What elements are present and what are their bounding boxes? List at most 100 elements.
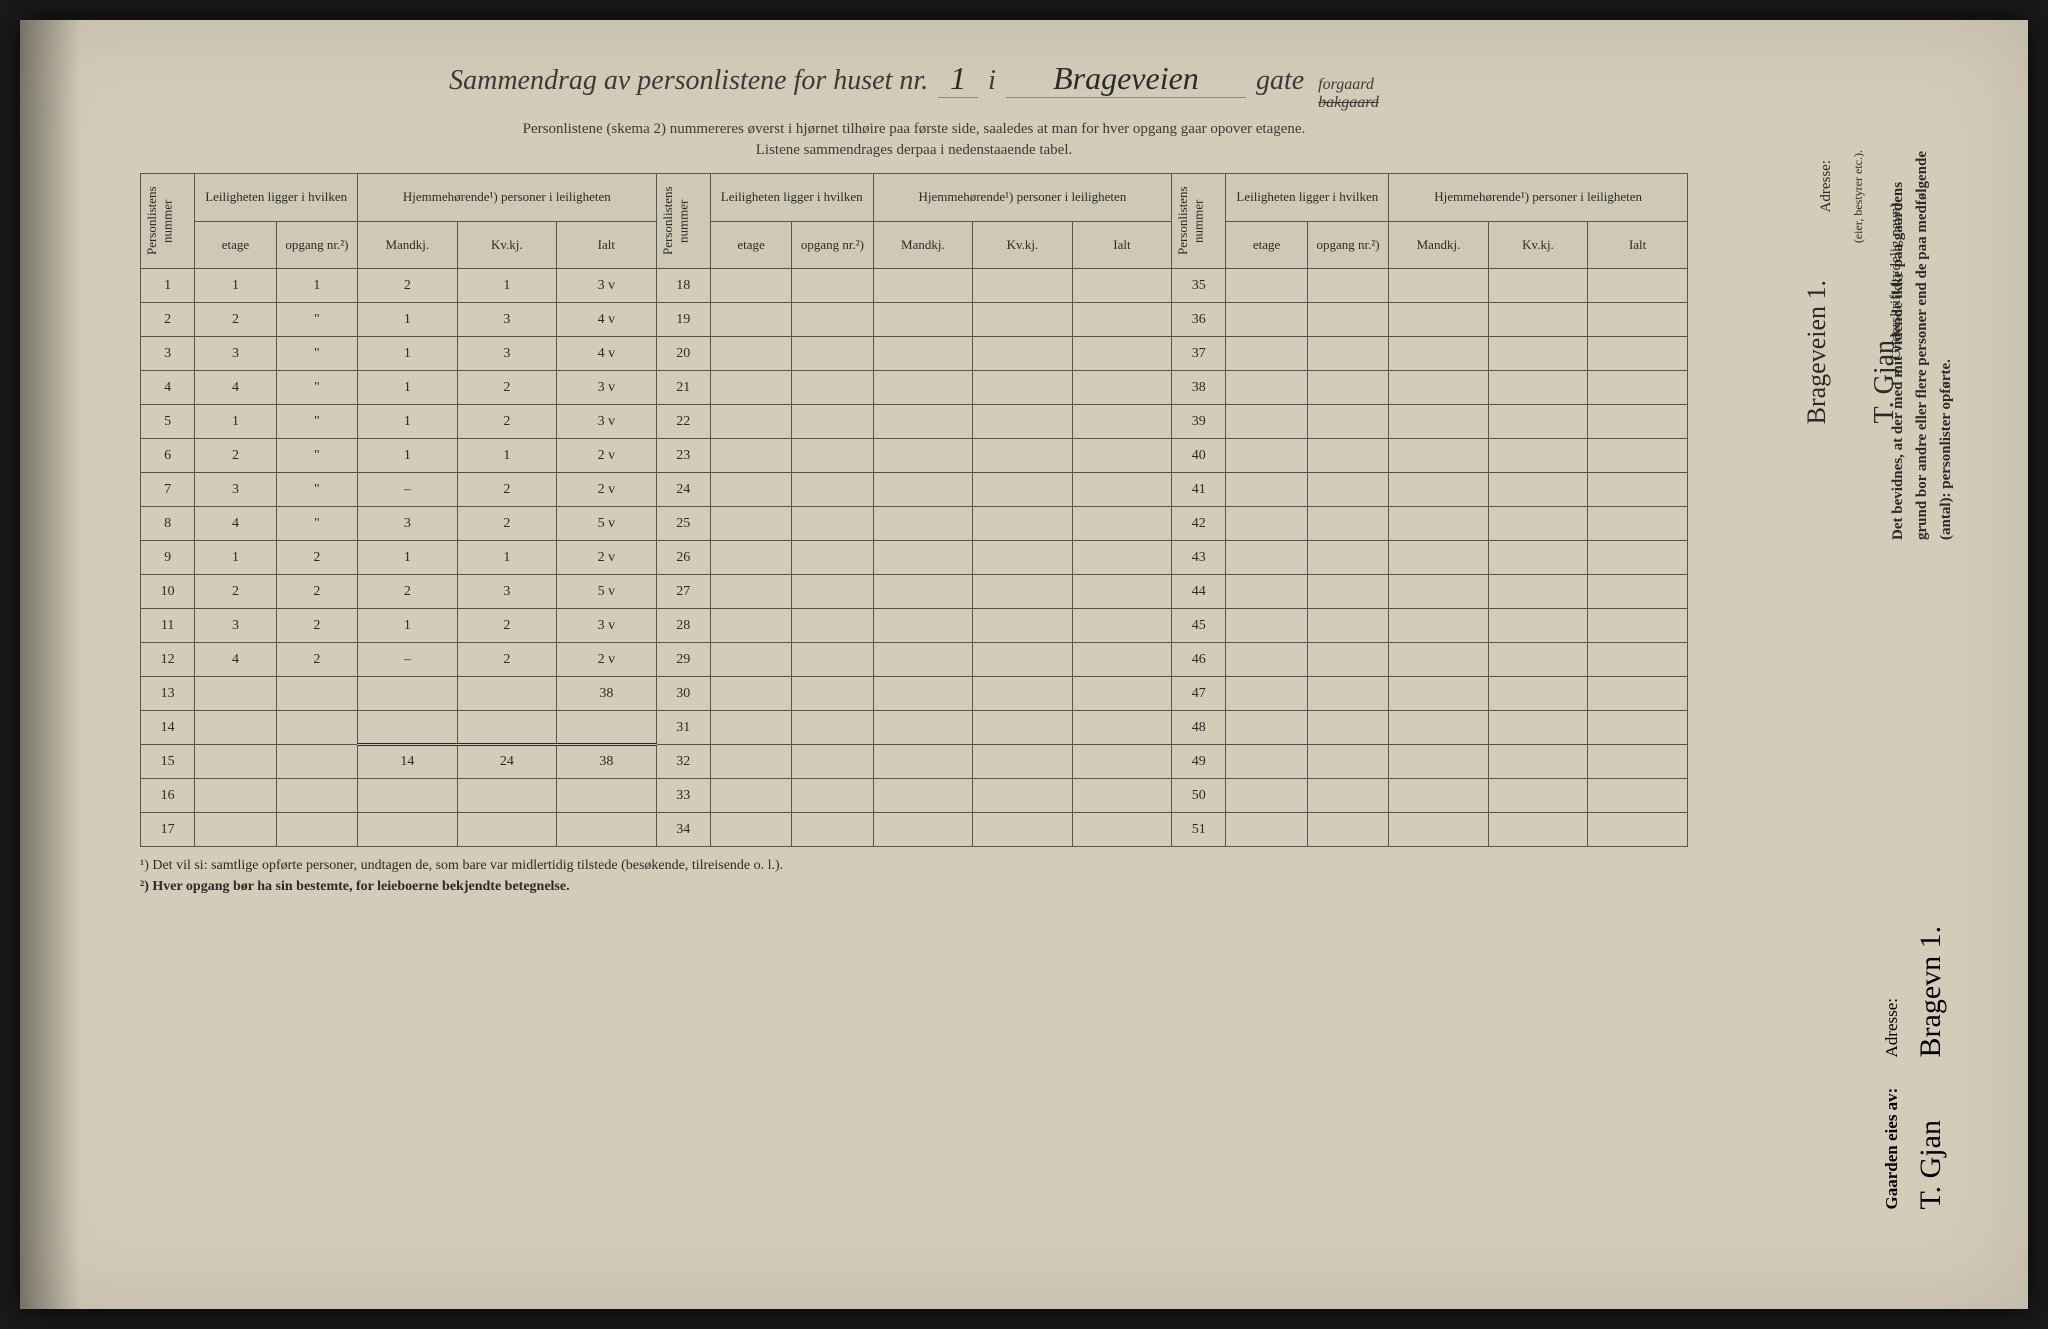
cell-kvkj: 2 — [457, 643, 557, 677]
margin-address-hw: Brageveien 1. — [1796, 280, 1838, 424]
owner-block: Gaarden eies av: T. Gjan Adresse: Bragev… — [1882, 926, 1948, 1209]
row-number: 17 — [141, 813, 195, 847]
cell-empty — [792, 813, 873, 847]
cell-empty — [710, 303, 791, 337]
cell-ialt: 2 v — [557, 439, 657, 473]
table-row: 44"123 v2138 — [141, 371, 1688, 405]
cell-empty — [873, 541, 973, 575]
cell-etage: 1 — [195, 405, 276, 439]
cell-empty — [1389, 303, 1489, 337]
row-number: 36 — [1172, 303, 1226, 337]
cell-kvkj: 2 — [457, 609, 557, 643]
cell-empty — [1226, 303, 1307, 337]
table-row: 84"325 v2542 — [141, 507, 1688, 541]
cell-empty — [1389, 711, 1489, 745]
cell-empty — [1389, 269, 1489, 303]
cell-kvkj: 24 — [457, 745, 557, 779]
cell-empty — [1588, 813, 1688, 847]
row-number: 10 — [141, 575, 195, 609]
cell-empty — [873, 677, 973, 711]
cell-empty — [710, 643, 791, 677]
row-number: 40 — [1172, 439, 1226, 473]
cell-empty — [1307, 269, 1388, 303]
cell-empty — [792, 371, 873, 405]
sub-opgang-2: opgang nr.²) — [792, 221, 873, 269]
row-number: 4 — [141, 371, 195, 405]
cell-ialt: 2 v — [557, 643, 657, 677]
cell-empty — [873, 779, 973, 813]
cell-empty — [1072, 677, 1172, 711]
cell-empty — [973, 507, 1073, 541]
cell-empty — [792, 507, 873, 541]
cell-empty — [792, 541, 873, 575]
cell-empty — [873, 745, 973, 779]
cell-empty — [1389, 643, 1489, 677]
cell-mandkj — [358, 711, 458, 745]
cell-kvkj: 2 — [457, 371, 557, 405]
cell-empty — [1588, 473, 1688, 507]
cell-empty — [1226, 473, 1307, 507]
subtitle-line1: Personlistene (skema 2) nummereres øvers… — [523, 121, 1306, 137]
cell-empty — [1072, 813, 1172, 847]
gate-suffix: forgaard bakgaard — [1318, 76, 1379, 111]
row-number: 8 — [141, 507, 195, 541]
margin-address-label: Adresse: — [1814, 160, 1838, 213]
cell-empty — [973, 371, 1073, 405]
col-hjemmehorende-3: Hjemmehørende¹) personer i leiligheten — [1389, 174, 1688, 222]
row-number: 47 — [1172, 677, 1226, 711]
row-number: 12 — [141, 643, 195, 677]
col-personlistens-2: Personlistens nummer — [660, 176, 691, 266]
table-row: 151424383249 — [141, 745, 1688, 779]
sub-mandkj-3: Mandkj. — [1389, 221, 1489, 269]
row-number: 39 — [1172, 405, 1226, 439]
cell-empty — [1488, 609, 1588, 643]
row-number: 42 — [1172, 507, 1226, 541]
cell-empty — [1072, 337, 1172, 371]
cell-empty — [710, 439, 791, 473]
cell-empty — [1588, 303, 1688, 337]
cell-empty — [792, 711, 873, 745]
cell-empty — [1588, 405, 1688, 439]
cell-kvkj: 1 — [457, 269, 557, 303]
table-row: 1242–22 v2946 — [141, 643, 1688, 677]
cell-empty — [792, 405, 873, 439]
cell-opgang: " — [276, 507, 357, 541]
owner-label: Gaarden eies av: — [1882, 1087, 1902, 1209]
cell-empty — [710, 779, 791, 813]
cell-empty — [1072, 779, 1172, 813]
cell-empty — [1307, 813, 1388, 847]
main-content: Sammendrag av personlistene for huset nr… — [80, 60, 1708, 1269]
cell-opgang: " — [276, 303, 357, 337]
cell-empty — [1072, 643, 1172, 677]
census-table: Personlistens nummer Leiligheten ligger … — [140, 173, 1688, 847]
row-number: 50 — [1172, 779, 1226, 813]
cell-empty — [1226, 779, 1307, 813]
row-number: 29 — [656, 643, 710, 677]
cell-empty — [792, 575, 873, 609]
cell-empty — [710, 337, 791, 371]
census-form-page: Sammendrag av personlistene for huset nr… — [20, 20, 2028, 1309]
cell-kvkj: 3 — [457, 337, 557, 371]
cell-empty — [973, 439, 1073, 473]
cell-empty — [1588, 371, 1688, 405]
row-number: 26 — [656, 541, 710, 575]
cell-empty — [973, 303, 1073, 337]
cell-empty — [1389, 473, 1489, 507]
cell-ialt: 2 v — [557, 473, 657, 507]
cell-ialt: 38 — [557, 677, 657, 711]
cell-mandkj: 3 — [358, 507, 458, 541]
footnotes: ¹) Det vil si: samtlige opførte personer… — [140, 855, 1688, 897]
signer-role: (eier, bestyrer etc.). — [1849, 150, 1868, 243]
row-number: 21 — [656, 371, 710, 405]
cell-kvkj: 3 — [457, 575, 557, 609]
cell-empty — [873, 575, 973, 609]
cell-ialt: 4 v — [557, 337, 657, 371]
cell-ialt: 3 v — [557, 269, 657, 303]
cell-empty — [710, 711, 791, 745]
cell-opgang: " — [276, 337, 357, 371]
cell-empty — [1072, 541, 1172, 575]
cell-empty — [1307, 779, 1388, 813]
cell-etage: 3 — [195, 609, 276, 643]
cell-empty — [973, 269, 1073, 303]
sub-opgang-3: opgang nr.²) — [1307, 221, 1388, 269]
